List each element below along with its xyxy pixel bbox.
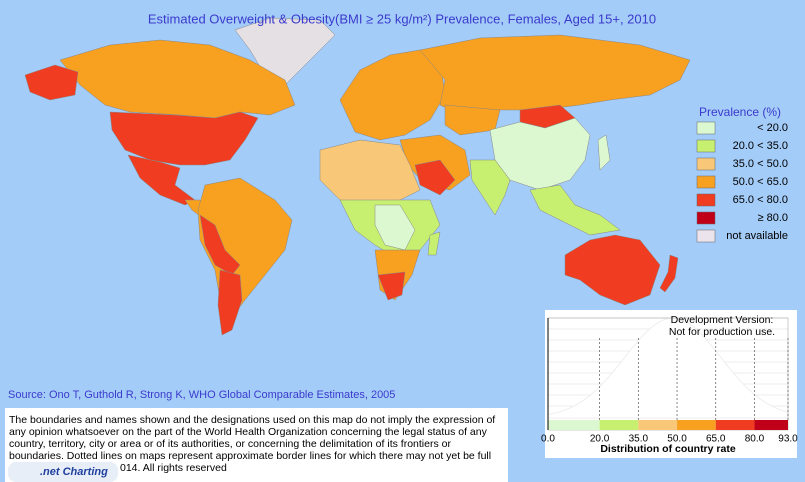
africa-north	[319, 139, 421, 206]
logo-badge	[8, 462, 118, 482]
australia	[564, 234, 661, 306]
legend-label: 20.0 < 35.0	[733, 140, 788, 152]
watermark: Development Version:	[671, 314, 774, 326]
legend-swatch	[696, 157, 716, 171]
legend-swatch	[696, 175, 716, 189]
disclaimer-line: country, territory, city or area or of i…	[9, 438, 451, 450]
legend-swatch	[696, 229, 716, 243]
japan	[597, 134, 611, 171]
x-tick-label: 0.0	[541, 434, 555, 445]
color-band	[548, 420, 600, 430]
disclaimer-line: The boundaries and names shown and the d…	[9, 414, 495, 426]
legend-label: 65.0 < 80.0	[733, 194, 788, 206]
chile-argentina	[217, 269, 243, 336]
color-band	[638, 420, 678, 430]
x-tick-label: 35.0	[629, 434, 649, 445]
legend-title: Prevalence (%)	[699, 105, 781, 119]
se-asia	[529, 184, 621, 236]
madagascar	[427, 231, 441, 256]
x-axis-label: Distribution of country rate	[600, 443, 735, 455]
legend-swatch	[696, 193, 716, 207]
legend-label: ≥ 80.0	[757, 212, 788, 224]
legend-label: not available	[726, 230, 788, 242]
canada	[59, 39, 296, 119]
x-tick-label: 93.0	[778, 434, 798, 445]
x-tick-label: 65.0	[706, 434, 726, 445]
greenland	[234, 17, 336, 86]
color-band	[677, 420, 716, 430]
legend-label: 35.0 < 50.0	[733, 158, 788, 170]
legend: Prevalence (%) < 20.0 20.0 < 35.0 35.0 < 5…	[696, 105, 788, 243]
legend-label: 50.0 < 65.0	[733, 176, 788, 188]
peru-bolivia	[199, 214, 241, 276]
legend-label: < 20.0	[757, 122, 788, 134]
south-africa	[377, 271, 406, 301]
alaska	[24, 64, 79, 101]
world-map	[24, 17, 691, 336]
usa	[109, 111, 259, 166]
map-title: Estimated Overweight & Obesity(BMI ≥ 25 …	[148, 11, 656, 26]
bell-curve	[547, 317, 789, 419]
legend-swatch	[696, 139, 716, 153]
color-band	[599, 420, 639, 430]
logo-text: .net Charting	[40, 466, 108, 478]
x-tick-label: 20.0	[590, 434, 610, 445]
legend-swatch	[696, 121, 716, 135]
new-zealand	[659, 254, 679, 293]
disclaimer-line: any opinion whatsoever on the part of th…	[9, 426, 488, 438]
source: Source: Ono T, Guthold R, Strong K, WHO …	[8, 389, 395, 401]
kazakh	[444, 104, 501, 136]
x-tick-label: 80.0	[745, 434, 765, 445]
watermark: Not for production use.	[669, 326, 775, 338]
india	[469, 159, 511, 216]
distribution-chart: 0.0 20.0 35.0 50.0 65.0 80.0 93.0 Distribution …	[541, 314, 798, 455]
legend-swatch	[696, 211, 716, 225]
disclaimer-line: 014. All rights reserved	[120, 462, 227, 474]
x-tick-label: 50.0	[667, 434, 687, 445]
disclaimer-line: boundaries. Dotted lines on maps represe…	[9, 450, 491, 462]
disclaimer: The boundaries and names shown and the d…	[9, 414, 495, 474]
color-band	[715, 420, 755, 430]
color-band	[754, 420, 788, 430]
saudi	[414, 159, 456, 196]
logo: .net Charting	[8, 462, 118, 482]
